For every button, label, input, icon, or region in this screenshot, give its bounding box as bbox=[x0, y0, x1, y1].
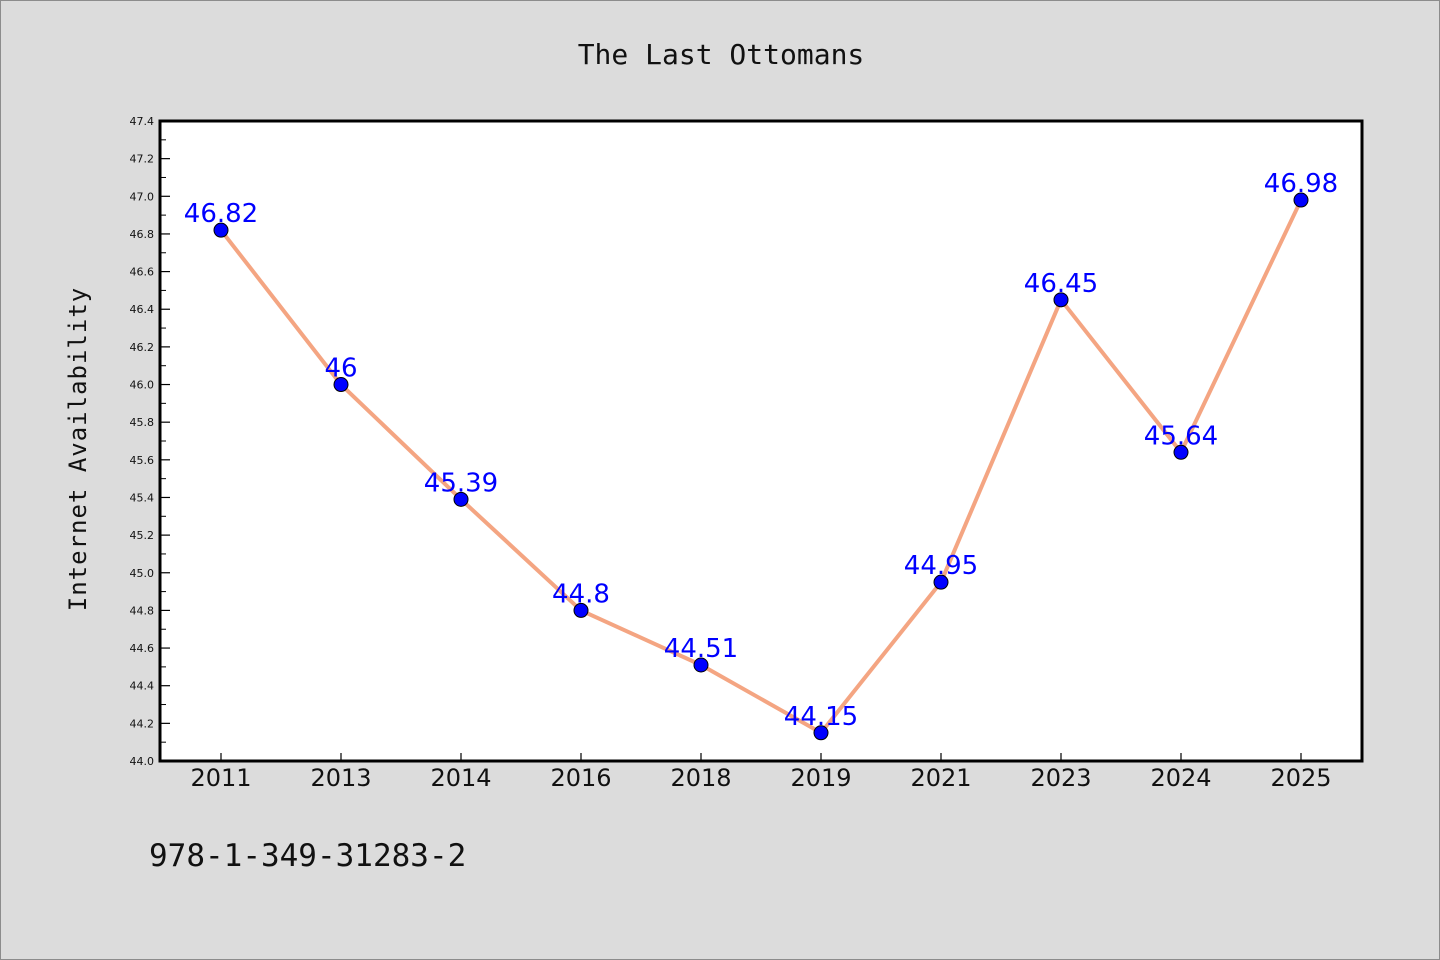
y-tick-label: 46.2 bbox=[130, 341, 155, 354]
y-tick-label: 46.0 bbox=[130, 379, 155, 392]
y-tick-label: 44.6 bbox=[130, 642, 155, 655]
x-tick-label: 2014 bbox=[430, 764, 491, 792]
data-label: 44.95 bbox=[904, 551, 978, 581]
data-label: 46.82 bbox=[184, 199, 258, 229]
data-label: 44.8 bbox=[552, 579, 610, 609]
y-tick-label: 47.4 bbox=[130, 115, 155, 128]
data-point bbox=[1293, 192, 1309, 208]
data-label: 45.64 bbox=[1144, 421, 1218, 451]
chart-title: The Last Ottomans bbox=[578, 38, 865, 71]
y-tick-label: 45.0 bbox=[130, 567, 155, 580]
plot-area bbox=[158, 119, 1364, 763]
data-label: 46 bbox=[324, 354, 357, 384]
y-tick-label: 45.4 bbox=[130, 491, 155, 504]
data-label: 44.51 bbox=[664, 634, 738, 664]
y-axis: 44.0 44.2 44.4 44.6 44.8 45.0 45.2 45.4 45.6 45.8… bbox=[130, 115, 170, 768]
y-tick-label: 44.2 bbox=[130, 717, 155, 730]
data-point bbox=[213, 222, 229, 238]
data-point bbox=[933, 574, 949, 590]
y-tick-label: 47.2 bbox=[130, 153, 155, 166]
x-tick-label: 2019 bbox=[790, 764, 851, 792]
data-point bbox=[693, 657, 709, 673]
x-tick-label: 2021 bbox=[910, 764, 971, 792]
x-tick-label: 2025 bbox=[1270, 764, 1331, 792]
data-point bbox=[453, 491, 469, 507]
y-tick-label: 44.8 bbox=[130, 604, 155, 617]
y-tick-label: 46.6 bbox=[130, 266, 155, 279]
x-tick-label: 2018 bbox=[670, 764, 731, 792]
y-tick-label: 46.4 bbox=[130, 303, 155, 316]
data-label: 45.39 bbox=[424, 468, 498, 498]
series: 46.82 46 45.39 44.8 44.51 44.15 44.95 46.45 45.6… bbox=[184, 169, 1338, 741]
data-label: 44.15 bbox=[784, 702, 858, 732]
x-tick-label: 2016 bbox=[550, 764, 611, 792]
isbn-footer: 978-1-349-31283-2 bbox=[149, 838, 466, 874]
y-tick-label: 47.0 bbox=[130, 190, 155, 203]
y-tick-label: 44.0 bbox=[130, 755, 155, 768]
y-tick-label: 45.8 bbox=[130, 416, 155, 429]
y-tick-label: 45.2 bbox=[130, 529, 155, 542]
y-tick-label: 44.4 bbox=[130, 680, 155, 693]
x-axis: 2011 2013 2014 2016 2018 2019 2021 2023 2024 2025 bbox=[190, 753, 1332, 792]
y-tick-label: 46.8 bbox=[130, 228, 155, 241]
x-tick-label: 2013 bbox=[310, 764, 371, 792]
data-point bbox=[1053, 292, 1069, 308]
x-tick-label: 2011 bbox=[190, 764, 251, 792]
x-tick-label: 2024 bbox=[1150, 764, 1211, 792]
y-axis-label: Internet Availability bbox=[64, 287, 92, 611]
x-tick-label: 2023 bbox=[1030, 764, 1091, 792]
data-point bbox=[813, 725, 829, 741]
data-point bbox=[573, 602, 589, 618]
data-label: 46.98 bbox=[1264, 169, 1338, 199]
data-point bbox=[1173, 444, 1189, 460]
series-line bbox=[219, 198, 1303, 735]
data-point bbox=[333, 377, 349, 393]
data-label: 46.45 bbox=[1024, 269, 1098, 299]
y-tick-label: 45.6 bbox=[130, 454, 155, 467]
